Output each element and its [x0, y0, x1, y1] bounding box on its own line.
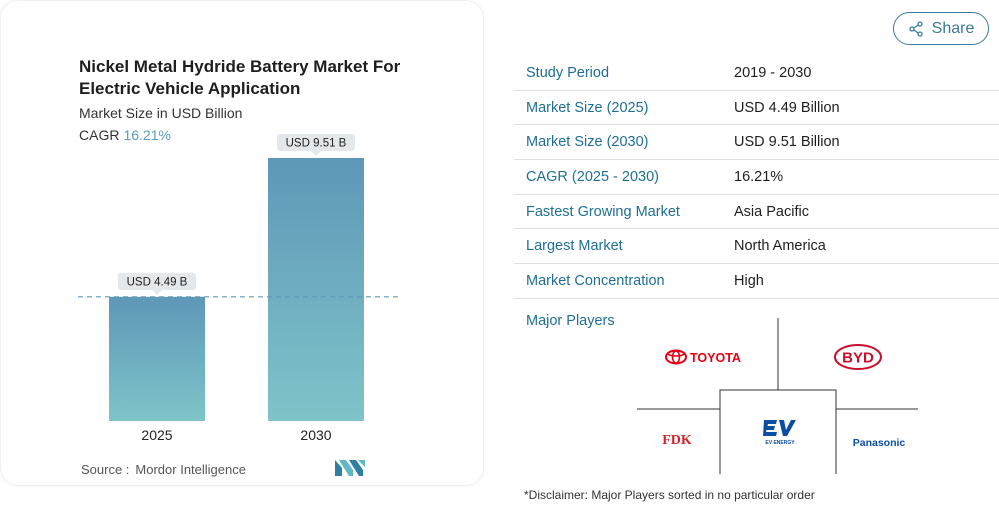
info-value: 16.21% — [734, 168, 784, 185]
info-row: Study Period 2019 - 2030 — [514, 56, 999, 91]
info-key: Market Size (2030) — [526, 134, 649, 151]
info-row: Market Size (2025) USD 4.49 Billion — [514, 91, 999, 126]
x-tick-label: 2030 — [300, 427, 331, 443]
info-key: Fastest Growing Market — [526, 203, 680, 220]
source: Source : Mordor Intelligence — [81, 462, 246, 477]
info-key: Study Period — [526, 64, 610, 81]
info-row: Market Concentration High — [514, 264, 999, 299]
player-name: Panasonic — [853, 437, 906, 449]
bar-2030 — [268, 158, 364, 421]
player-byd: BYD — [834, 344, 882, 370]
cagr-label: CAGR — [79, 127, 120, 143]
byd-logo-icon — [834, 344, 882, 370]
x-tick-label: 2025 — [141, 427, 172, 443]
major-players-label: Major Players — [526, 313, 615, 329]
info-key: Largest Market — [526, 238, 623, 255]
share-label: Share — [931, 19, 975, 37]
player-name: EV ENERGY — [765, 440, 795, 446]
player-panasonic: Panasonic — [853, 437, 906, 449]
market-info-table: Study Period 2019 - 2030 Market Size (2025… — [514, 56, 999, 299]
data-label-pointer — [152, 289, 162, 295]
player-fdk: FDK — [662, 433, 692, 448]
data-label-pointer — [311, 151, 321, 156]
player-toyota: TOYOTA — [665, 349, 741, 365]
chart-card: Nickel Metal Hydride Battery Market For … — [0, 0, 484, 486]
info-row: Market Size (2030) USD 9.51 Billion — [514, 125, 999, 161]
info-value: USD 4.49 Billion — [734, 99, 840, 116]
data-label-bg — [277, 134, 355, 151]
info-key: CAGR (2025 - 2030) — [526, 168, 659, 185]
info-value: High — [734, 272, 764, 289]
bar-2025 — [109, 296, 205, 421]
info-row: CAGR (2025 - 2030) 16.21% — [514, 160, 999, 195]
info-value: USD 9.51 Billion — [734, 134, 840, 151]
info-value: 2019 - 2030 — [734, 64, 812, 81]
info-row: Largest Market North America — [514, 229, 999, 265]
ev-energy-logo-icon — [763, 420, 796, 436]
player-name: TOYOTA — [690, 351, 741, 365]
player-name: FDK — [662, 433, 692, 448]
player-name: BYD — [842, 350, 874, 367]
data-label-bg — [118, 272, 196, 290]
major-players-grid: TOYOTA BYD FDK EV ENERGY Panasonic — [637, 318, 918, 474]
info-row: Fastest Growing Market Asia Pacific — [514, 195, 999, 230]
disclaimer: *Disclaimer: Major Players sorted in no … — [524, 488, 815, 502]
player-ev-energy: EV ENERGY — [763, 420, 796, 446]
bar-chart: USD 4.49 B 2025 USD 9.51 B 2030 — [78, 134, 399, 443]
info-value: Asia Pacific — [734, 203, 809, 220]
info-key: Market Size (2025) — [526, 99, 649, 116]
source-value: Mordor Intelligence — [135, 462, 246, 477]
chart-title: Nickel Metal Hydride Battery Market For … — [79, 57, 401, 98]
source-label: Source : — [81, 462, 130, 477]
data-label: USD 4.49 B — [127, 276, 188, 288]
info-key: Market Concentration — [526, 272, 665, 289]
mordor-logo-icon — [335, 460, 365, 476]
toyota-logo-icon — [665, 349, 687, 365]
share-button[interactable]: Share — [893, 12, 989, 45]
data-label: USD 9.51 B — [286, 138, 347, 150]
cagr-value: 16.21% — [123, 127, 171, 143]
chart-cagr: CAGR 16.21% — [79, 127, 171, 143]
share-icon — [908, 20, 923, 37]
chart-subtitle: Market Size in USD Billion — [79, 105, 243, 121]
info-value: North America — [734, 238, 826, 255]
